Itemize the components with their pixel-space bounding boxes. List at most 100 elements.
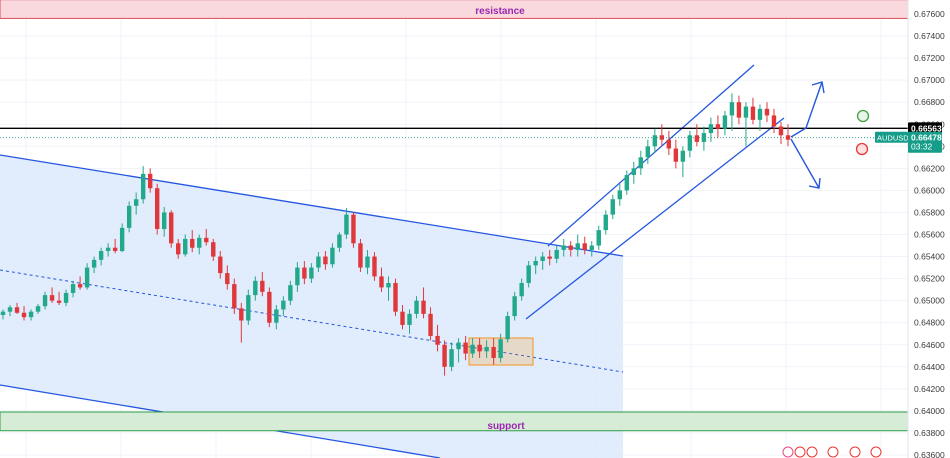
candle-body — [119, 227, 125, 252]
candle-body — [63, 292, 69, 303]
support-zone — [0, 411, 909, 432]
y-tick-label: 0.64200 — [914, 384, 945, 394]
marked-price-badge — [908, 122, 942, 135]
us-flag-icon[interactable] — [806, 446, 818, 458]
candle-body — [407, 313, 412, 325]
candle-body — [764, 108, 770, 116]
arrow-up-head — [811, 81, 825, 94]
candle-body — [505, 316, 510, 340]
candle-body — [28, 311, 34, 318]
candle-body — [428, 313, 433, 336]
candle-body — [386, 283, 391, 288]
symbol-text: AUDUSD — [877, 134, 909, 143]
projection-arrows — [790, 81, 825, 189]
candle-body — [435, 335, 440, 345]
candle-body — [414, 300, 419, 314]
candle-body — [147, 173, 153, 189]
y-tick-label: 0.64600 — [914, 340, 945, 350]
countdown-text: 03:32 — [911, 142, 933, 152]
y-tick-label: 0.66200 — [914, 163, 945, 173]
candle-body — [253, 280, 258, 296]
us-flag-icon[interactable] — [794, 446, 806, 458]
candle-body — [77, 284, 83, 288]
marked-price-text: 0.66563 — [911, 123, 942, 133]
candle-body — [449, 349, 454, 367]
candle-body — [596, 230, 601, 246]
us-flag-icon[interactable] — [849, 446, 861, 458]
candle-body — [358, 243, 363, 268]
y-tick-label: 0.64800 — [914, 318, 945, 328]
candle-body — [154, 188, 160, 229]
y-tick-label: 0.63600 — [914, 450, 945, 458]
candle-body — [603, 214, 608, 231]
current-price-text: 0.66478 — [911, 133, 942, 143]
candle-body — [204, 237, 209, 243]
candle-body — [729, 102, 735, 116]
candle-body — [281, 300, 286, 310]
candle-body — [512, 296, 517, 317]
candle-body — [708, 124, 714, 134]
candle-body — [35, 306, 41, 312]
candle-body — [126, 205, 132, 228]
candle-body — [743, 106, 749, 118]
candle-body — [211, 242, 216, 257]
candle-body — [631, 168, 637, 175]
target-down-marker — [855, 142, 869, 156]
candle-body — [140, 173, 146, 200]
candle-body — [659, 135, 665, 140]
candle-body — [554, 249, 559, 259]
ascending-channel-upper-line — [547, 64, 755, 247]
candle-body — [393, 283, 398, 312]
candle-body — [610, 199, 615, 215]
symbol-badge — [875, 131, 908, 143]
candle-body — [0, 311, 6, 315]
candle-body — [575, 243, 580, 250]
candle-body — [736, 102, 742, 118]
support-label: support — [487, 421, 525, 432]
trend-channels — [0, 64, 785, 458]
candle-body — [84, 267, 90, 288]
y-tick-label: 0.65400 — [914, 252, 945, 262]
arrow-down — [790, 138, 820, 189]
candle-body — [470, 344, 475, 354]
candle-body — [477, 344, 482, 352]
candle-body — [42, 295, 48, 307]
descending-channel-upper-line — [0, 154, 624, 257]
candle-body — [463, 342, 468, 354]
candle-body — [617, 190, 622, 200]
candle-body — [694, 135, 700, 142]
candle-body — [687, 135, 693, 151]
us-flag-icon[interactable] — [827, 446, 839, 458]
candle-body — [540, 256, 545, 261]
candle-body — [701, 133, 707, 142]
current-price-badge — [908, 131, 942, 153]
candle-body — [652, 135, 658, 147]
candle-body — [169, 212, 174, 244]
candle-body — [421, 300, 426, 314]
candle-body — [379, 276, 384, 288]
candle-body — [547, 256, 552, 259]
price-axis[interactable]: 0.676000.674000.672000.670000.668000.666… — [907, 0, 945, 458]
y-tick-label: 0.64000 — [914, 406, 945, 416]
candle-body — [757, 108, 763, 120]
candle-body — [442, 344, 447, 367]
candle-body — [666, 139, 672, 149]
candles — [0, 93, 791, 376]
candle-body — [274, 309, 279, 323]
y-tick-label: 0.63800 — [914, 428, 945, 438]
candle-body — [56, 300, 62, 303]
candle-body — [239, 308, 244, 321]
y-tick-label: 0.65200 — [914, 274, 945, 284]
candle-body — [771, 115, 777, 127]
candle-body — [561, 245, 566, 250]
candle-body — [91, 259, 97, 268]
candle-body — [589, 245, 594, 250]
flash-icon[interactable] — [782, 446, 794, 458]
candle-body — [456, 342, 461, 350]
candle-body — [645, 146, 651, 158]
us-flag-icon[interactable] — [870, 446, 882, 458]
arrow-up — [790, 81, 823, 138]
candle-body — [680, 150, 686, 162]
